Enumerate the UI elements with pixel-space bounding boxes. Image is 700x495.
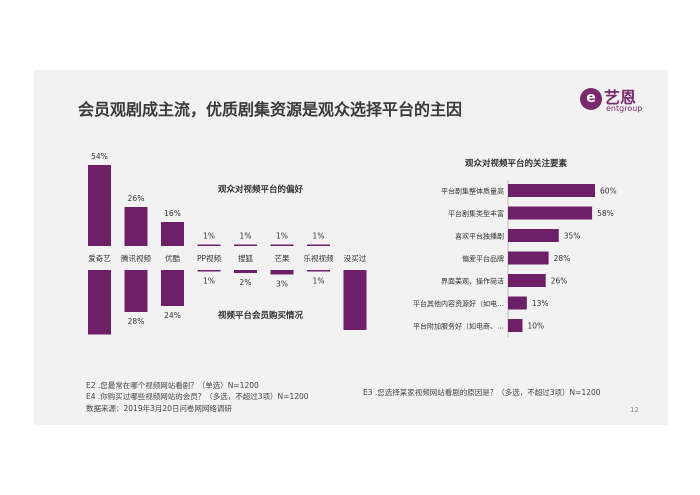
membership-bar [197, 270, 221, 272]
membership-data-label: 1% [313, 277, 325, 286]
note-e3: E3 .您选择某家视频网站看剧的原因是？（多选，不超过3项）N=1200 [363, 388, 601, 397]
factor-data-label: 13% [532, 299, 549, 308]
preference-data-label: 26% [128, 194, 145, 203]
factor-bar [508, 274, 546, 287]
category-tick-label: 腾讯视频 [121, 253, 151, 263]
factor-bar [508, 296, 527, 310]
category-tick-label: 优酷 [165, 253, 180, 263]
preference-data-label: 1% [276, 232, 288, 241]
category-tick-label: 爱奇艺 [88, 253, 111, 263]
preference-data-label: 1% [313, 232, 325, 241]
note-e2: E2 .您最常在哪个视频网站看剧？（单选）N=1200 [86, 381, 259, 390]
preference-data-label: 1% [203, 232, 215, 241]
factor-category-label: 平台剧集类型丰富 [448, 209, 504, 218]
page-title: 会员观剧成主流，优质剧集资源是观众选择平台的主因 [78, 100, 463, 119]
factor-data-label: 10% [528, 322, 545, 331]
preference-bar [88, 165, 111, 246]
logo-icon: e [580, 88, 602, 110]
note-e4: E4 .你购买过哪些视频网站的会员？（多选，不超过3项）N=1200 [86, 392, 309, 401]
factor-bar [508, 319, 523, 332]
slide-background [34, 70, 668, 425]
factor-data-label: 35% [564, 232, 581, 241]
selection-factors-chart: 平台剧集整体质量高 60% 平台剧集类型丰富 58% 喜欢平台独播剧 35% 偏爱平台品牌 2… [413, 180, 617, 338]
platform-preference-membership-chart: 54%43%爱奇艺26%28%腾讯视频16%24%优酷1%1%PP视频1%2%搜… [88, 152, 367, 335]
factor-bar [508, 229, 559, 242]
preference-bar [124, 207, 148, 246]
preference-data-label: 16% [164, 209, 181, 218]
membership-bar [307, 270, 330, 272]
preference-bar [307, 244, 330, 246]
factors-chart-title: 观众对视频平台的关注要素 [465, 159, 568, 169]
membership-bar [124, 270, 148, 312]
preference-data-label: 1% [240, 232, 252, 241]
preference-data-label: 54% [91, 152, 108, 161]
preference-bar [161, 222, 184, 246]
membership-bar [88, 270, 111, 335]
factor-category-label: 平台剧集整体质量高 [441, 187, 504, 196]
factor-category-label: 喜欢平台独播剧 [455, 232, 504, 241]
factor-bar [508, 251, 549, 265]
factor-bar [508, 184, 595, 197]
logo-name: 艺恩 [604, 88, 637, 107]
factor-data-label: 26% [551, 277, 568, 286]
factor-bar [508, 206, 593, 220]
membership-bar [234, 270, 257, 273]
factor-data-label: 58% [597, 209, 614, 218]
preference-bar [234, 244, 257, 246]
preference-bar [270, 244, 294, 246]
category-tick-label: PP视频 [197, 253, 222, 263]
logo-subtitle: entgroup [606, 104, 643, 113]
membership-chart-title: 视频平台会员购买情况 [218, 311, 304, 321]
membership-data-label: 28% [128, 317, 145, 326]
factor-category-label: 界面美观、操作简洁 [441, 277, 504, 286]
factor-category-label: 偏爱平台品牌 [462, 254, 504, 263]
membership-data-label: 24% [164, 311, 181, 320]
factor-data-label: 28% [554, 254, 571, 263]
factor-data-label: 60% [600, 187, 617, 196]
membership-data-label: 3% [276, 280, 288, 289]
page-number: 12 [630, 406, 639, 414]
preference-chart-title: 观众对视频平台的偏好 [218, 185, 304, 195]
category-tick-label: 乐视视频 [304, 253, 334, 263]
note-source: 数据来源：2019年3月20日问卷网网络调研 [86, 404, 232, 413]
category-tick-label: 搜狐 [238, 253, 253, 263]
membership-data-label: 1% [203, 277, 215, 286]
factor-category-label: 平台附加服务好（如电商、… [413, 322, 504, 331]
membership-data-label: 2% [240, 278, 252, 287]
membership-bar [161, 270, 184, 306]
preference-bar [197, 244, 221, 246]
membership-bar [343, 270, 367, 330]
factor-category-label: 平台其他内容资源好（如电… [413, 299, 504, 308]
membership-bar [270, 270, 294, 275]
category-tick-label: 没买过 [344, 253, 367, 263]
category-tick-label: 芒果 [275, 253, 290, 263]
